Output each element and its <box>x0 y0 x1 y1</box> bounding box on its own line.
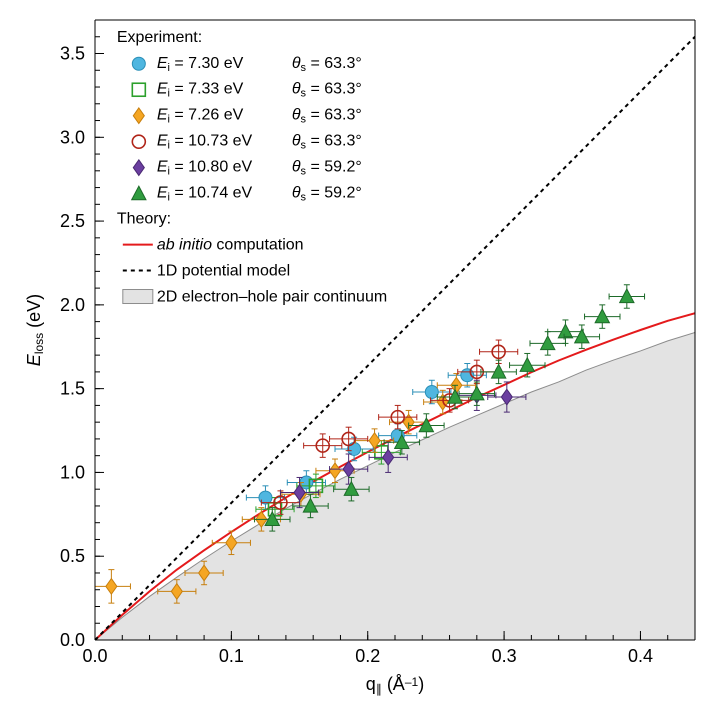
y-tick-label: 1.5 <box>60 379 85 399</box>
legend-header-experiment: Experiment: <box>117 29 202 46</box>
legend-label-1d: 1D potential model <box>157 263 290 280</box>
legend-header-theory: Theory: <box>117 211 171 228</box>
legend-entry-theta-s5: θs = 59.2° <box>292 159 362 178</box>
continuum-fill <box>95 333 695 640</box>
legend-entry-s1: Ei = 7.30 eV <box>157 55 244 74</box>
legend-entry-theta-s1: θs = 63.3° <box>292 55 362 74</box>
continuum-region <box>95 333 695 640</box>
legend-entry-theta-s6: θs = 59.2° <box>292 185 362 204</box>
legend-entry-s4: Ei = 10.73 eV <box>157 133 253 152</box>
legend-entry-s3: Ei = 7.26 eV <box>157 107 244 126</box>
y-tick-label: 0.0 <box>60 630 85 650</box>
legend-entry-s6: Ei = 10.74 eV <box>157 185 253 204</box>
chart-svg: 0.0 0.1 0.2 0.3 0.4 q∥ (Å–1) 0.0 0.5 1.0 1.5 2.0 2.… <box>0 0 719 711</box>
x-axis-title: q∥ (Å–1) <box>366 674 424 696</box>
y-tick-label: 1.0 <box>60 462 85 482</box>
y-axis-title: Eloss (eV) <box>24 294 46 366</box>
y-tick-label: 2.5 <box>60 211 85 231</box>
x-tick-label: 0.0 <box>82 646 107 666</box>
legend-entry-theta-s3: θs = 63.3° <box>292 107 362 126</box>
chart-container: 0.0 0.1 0.2 0.3 0.4 q∥ (Å–1) 0.0 0.5 1.0 1.5 2.0 2.… <box>0 0 719 711</box>
x-tick-label: 0.4 <box>628 646 653 666</box>
y-tick-label: 0.5 <box>60 546 85 566</box>
y-tick-label: 2.0 <box>60 295 85 315</box>
x-tick-label: 0.2 <box>355 646 380 666</box>
legend-swatch-continuum <box>123 290 153 304</box>
legend: Experiment: Ei = 7.30 eV θs = 63.3° Ei = 7.… <box>117 29 387 306</box>
legend-label-abinitio: ab initio computation <box>157 237 304 254</box>
x-tick-label: 0.3 <box>492 646 517 666</box>
x-tick-label: 0.1 <box>219 646 244 666</box>
errorbar <box>304 434 342 457</box>
legend-entry-theta-s4: θs = 63.3° <box>292 133 362 152</box>
y-tick-label: 3.0 <box>60 127 85 147</box>
legend-entry-s2: Ei = 7.33 eV <box>157 81 244 100</box>
legend-label-continuum: 2D electron–hole pair continuum <box>157 289 387 306</box>
legend-entry-theta-s2: θs = 63.3° <box>292 81 362 100</box>
legend-entry-s5: Ei = 10.80 eV <box>157 159 253 178</box>
y-tick-label: 3.5 <box>60 44 85 64</box>
